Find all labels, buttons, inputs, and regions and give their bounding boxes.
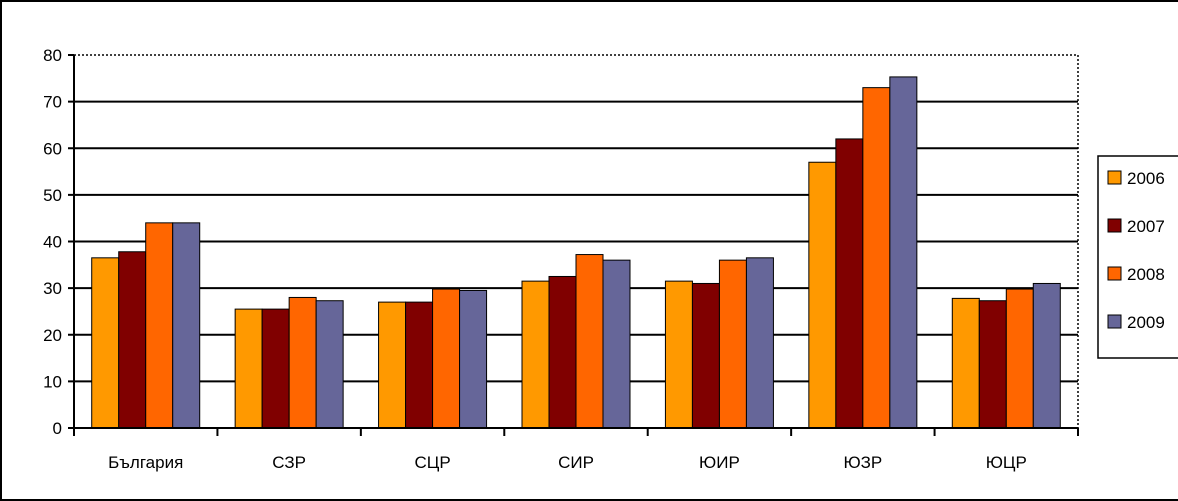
bar bbox=[978, 300, 1007, 429]
bar bbox=[288, 296, 317, 429]
bar bbox=[745, 257, 774, 429]
y-tick-label: 70 bbox=[43, 93, 62, 112]
bars bbox=[91, 76, 1061, 429]
legend-label: 2008 bbox=[1127, 265, 1165, 284]
bar bbox=[664, 280, 693, 429]
bar bbox=[459, 289, 488, 429]
bar bbox=[91, 257, 120, 429]
x-tick-label: България bbox=[108, 453, 183, 472]
y-tick-labels: 0 10 20 30 40 50 60 70 80 bbox=[43, 46, 62, 438]
bar bbox=[951, 297, 980, 429]
bar bbox=[1032, 282, 1061, 429]
y-tick-label: 40 bbox=[43, 233, 62, 252]
bar bbox=[234, 308, 263, 429]
x-tick-label: ЮЦР bbox=[986, 453, 1027, 472]
y-tick-label: 10 bbox=[43, 372, 62, 391]
bar bbox=[145, 222, 174, 429]
y-tick-label: 20 bbox=[43, 326, 62, 345]
bar bbox=[261, 308, 290, 429]
bar bbox=[378, 301, 407, 429]
legend: 2006 2007 2008 2009 bbox=[1097, 155, 1178, 359]
bar bbox=[862, 87, 891, 429]
y-tick-label: 60 bbox=[43, 139, 62, 158]
legend-swatch bbox=[1107, 266, 1122, 281]
bar bbox=[835, 138, 864, 429]
x-tick-label: ЮЗР bbox=[843, 453, 882, 472]
bar bbox=[172, 222, 201, 429]
legend-swatch bbox=[1107, 218, 1122, 233]
legend-label: 2007 bbox=[1127, 217, 1165, 236]
y-tick-label: 0 bbox=[53, 419, 62, 438]
bar bbox=[602, 259, 631, 429]
bar bbox=[548, 275, 577, 429]
x-tick-labels: България СЗР СЦР СИР ЮИР ЮЗР ЮЦР bbox=[108, 453, 1027, 472]
bar bbox=[521, 280, 550, 429]
bar bbox=[118, 251, 147, 429]
x-tick-label: ЮИР bbox=[699, 453, 740, 472]
bar bbox=[1005, 288, 1034, 429]
bar bbox=[432, 288, 461, 429]
y-tick-label: 80 bbox=[43, 46, 62, 65]
x-tick-label: СЗР bbox=[272, 453, 306, 472]
x-tick-label: СЦР bbox=[414, 453, 450, 472]
bar bbox=[889, 76, 918, 429]
legend-label: 2006 bbox=[1127, 169, 1165, 188]
legend-label: 2009 bbox=[1127, 313, 1165, 332]
x-tick-label: СИР bbox=[558, 453, 594, 472]
y-tick-label: 30 bbox=[43, 279, 62, 298]
axes bbox=[68, 54, 1079, 436]
bar bbox=[808, 161, 837, 429]
bar bbox=[718, 259, 747, 429]
legend-swatch bbox=[1107, 314, 1122, 329]
bar bbox=[315, 300, 344, 429]
bar bbox=[691, 282, 720, 429]
legend-swatch bbox=[1107, 170, 1122, 185]
bar bbox=[405, 301, 434, 429]
y-tick-label: 50 bbox=[43, 186, 62, 205]
bar bbox=[575, 254, 604, 429]
